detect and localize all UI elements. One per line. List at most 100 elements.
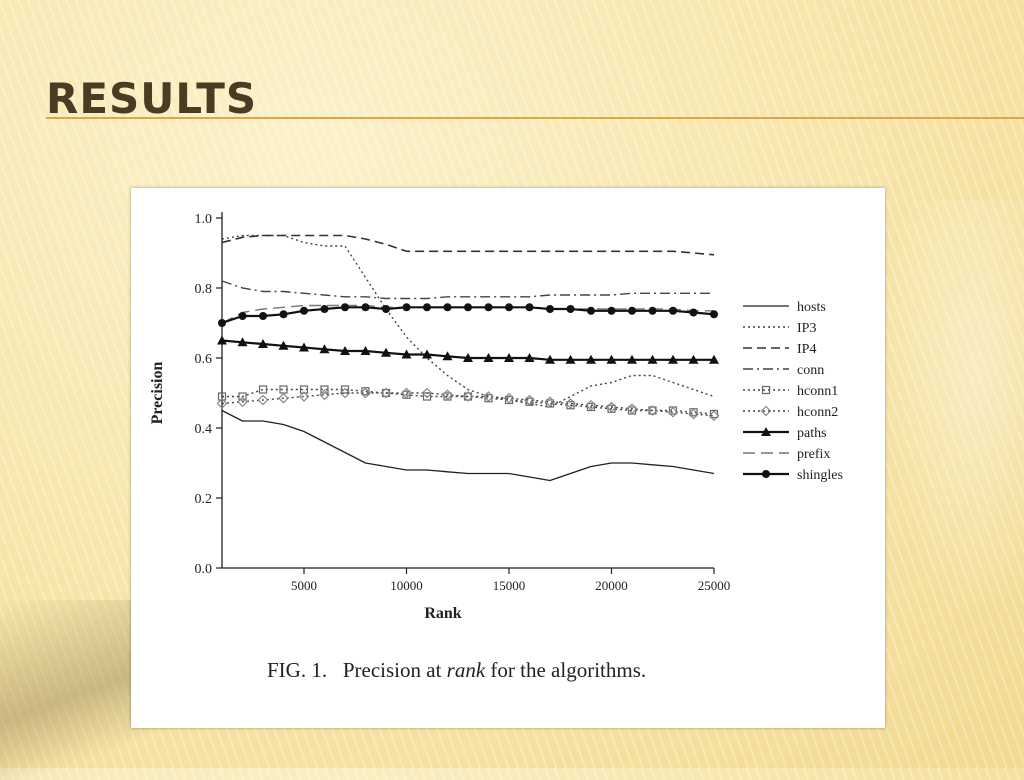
data-point-paths <box>381 347 391 357</box>
y-tick-label: 0.6 <box>195 352 213 367</box>
legend-entry-prefix: prefix <box>743 447 830 462</box>
data-point-shingles <box>628 306 636 315</box>
legend-marker <box>760 405 772 417</box>
legend-entry-IP4: IP4 <box>743 342 816 357</box>
data-point-shingles <box>361 303 370 312</box>
legend-entry-paths: paths <box>743 426 827 441</box>
y-tick-label: 0.0 <box>195 562 213 577</box>
series-line-hconn2 <box>221 392 715 417</box>
data-point-paths <box>545 354 555 364</box>
data-point-shingles <box>484 303 493 312</box>
data-point-hconn1 <box>258 385 268 394</box>
legend-marker <box>762 470 770 478</box>
legend-label: hconn1 <box>797 384 838 399</box>
caption-suffix: for the algorithms. <box>485 658 647 682</box>
legend-label: paths <box>797 426 827 441</box>
legend-entry-hconn2: hconn2 <box>743 405 838 420</box>
legend-label: conn <box>797 363 824 378</box>
legend-entry-shingles: shingles <box>743 468 843 483</box>
data-point-shingles <box>505 303 513 312</box>
data-point-hconn2 <box>503 392 515 404</box>
legend-marker <box>761 427 771 436</box>
x-tick-label: 15000 <box>493 578 526 593</box>
data-point-hconn2 <box>565 398 576 409</box>
data-point-shingles <box>238 312 247 320</box>
data-point-hconn1 <box>340 385 350 394</box>
data-point-hconn1 <box>320 385 329 394</box>
data-point-hconn2 <box>360 387 371 399</box>
data-point-hconn2 <box>626 403 638 415</box>
data-point-hconn2 <box>319 389 330 401</box>
legend-label: IP3 <box>797 321 816 336</box>
data-point-shingles <box>402 303 411 312</box>
legend-entry-IP3: IP3 <box>743 321 816 336</box>
x-tick-label: 25000 <box>698 578 731 593</box>
figure-caption: FIG. 1. Precision at rank for the algori… <box>267 658 646 683</box>
series-hosts <box>221 409 715 482</box>
data-point-paths <box>504 353 514 362</box>
data-point-paths <box>299 342 309 352</box>
slide-title: RESULTS <box>46 74 258 123</box>
series-line-IP3 <box>221 234 715 408</box>
legend-entry-conn: conn <box>743 363 824 378</box>
series-conn <box>221 280 714 300</box>
data-point-shingles <box>566 305 575 313</box>
data-point-shingles <box>382 305 390 313</box>
legend-label: hosts <box>797 300 826 315</box>
caption-prefix: FIG. 1. Precision at <box>267 658 447 682</box>
data-point-hconn2 <box>401 387 412 399</box>
data-point-paths <box>360 346 371 355</box>
data-point-shingles <box>320 305 329 313</box>
data-point-paths <box>709 354 719 364</box>
data-point-hconn2 <box>647 405 658 416</box>
legend-label: shingles <box>797 468 843 483</box>
data-point-shingles <box>669 306 677 315</box>
data-point-shingles <box>689 308 698 317</box>
data-point-hconn2 <box>585 399 597 411</box>
data-point-hconn2 <box>380 387 392 399</box>
series-IP4 <box>221 234 715 256</box>
data-point-paths <box>627 354 637 364</box>
title-underline <box>46 117 1024 119</box>
data-point-paths <box>647 354 658 364</box>
data-point-paths <box>422 349 432 359</box>
data-point-hconn2 <box>442 389 453 401</box>
y-axis-label: Precision <box>149 362 166 425</box>
data-point-paths <box>217 335 227 345</box>
x-tick-label: 10000 <box>390 578 423 593</box>
data-point-shingles <box>300 306 308 315</box>
data-point-hconn2 <box>421 387 433 399</box>
data-point-paths <box>319 344 330 354</box>
data-point-hconn1 <box>238 392 247 401</box>
data-point-paths <box>524 353 535 362</box>
data-point-paths <box>278 340 289 350</box>
data-point-hconn2 <box>339 387 351 399</box>
data-point-paths <box>442 351 453 361</box>
data-point-hconn1 <box>299 385 309 394</box>
precision-chart: 0.0 0.2 0.4 0.6 0.8 1.0 5000 10000 15000 20000 250… <box>149 212 843 622</box>
data-point-hconn2 <box>298 391 310 402</box>
data-point-hconn1 <box>217 392 227 401</box>
x-tick-label: 5000 <box>291 578 317 593</box>
data-point-paths <box>258 339 268 348</box>
data-point-shingles <box>607 306 616 315</box>
data-point-hconn2 <box>483 391 494 402</box>
data-point-hconn2 <box>257 394 269 406</box>
legend-marker <box>761 385 771 395</box>
legend-entry-hosts: hosts <box>743 300 826 315</box>
data-point-hconn2 <box>606 401 617 413</box>
y-tick-label: 1.0 <box>195 212 213 227</box>
x-axis-label: Rank <box>424 605 461 622</box>
series-paths <box>217 335 719 364</box>
data-point-shingles <box>423 303 431 312</box>
data-point-hconn2 <box>237 396 248 408</box>
data-point-shingles <box>648 306 657 315</box>
data-point-paths <box>483 353 494 362</box>
series-IP3 <box>221 234 715 408</box>
data-point-paths <box>688 354 699 364</box>
data-point-paths <box>463 353 473 362</box>
data-point-shingles <box>443 303 452 312</box>
data-point-paths <box>401 349 412 359</box>
series-line-hosts <box>221 409 715 482</box>
legend-entry-hconn1: hconn1 <box>743 384 838 399</box>
